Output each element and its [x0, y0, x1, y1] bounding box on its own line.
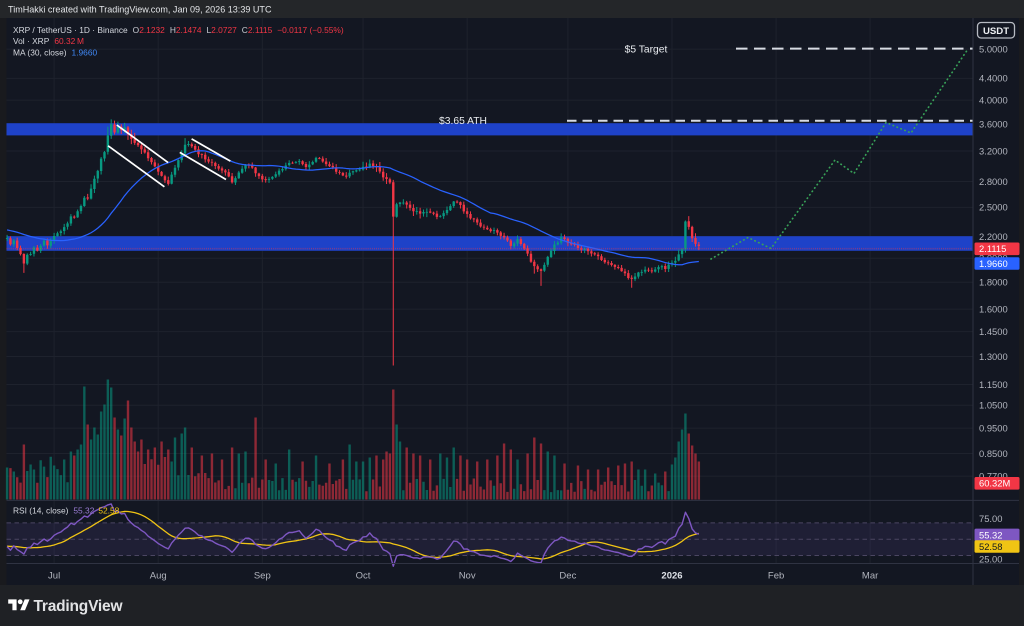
svg-text:3.2000: 3.2000: [979, 145, 1008, 156]
svg-text:5.0000: 5.0000: [979, 43, 1008, 54]
svg-text:Sep: Sep: [254, 571, 271, 582]
svg-text:4.0000: 4.0000: [979, 94, 1008, 105]
svg-text:0.8500: 0.8500: [979, 448, 1008, 459]
svg-text:$5 Target: $5 Target: [625, 45, 668, 56]
svg-text:2026: 2026: [661, 571, 682, 582]
svg-text:1.3000: 1.3000: [979, 351, 1008, 362]
svg-text:1.1500: 1.1500: [979, 379, 1008, 390]
svg-text:3.6000: 3.6000: [979, 118, 1008, 129]
svg-text:1.0500: 1.0500: [979, 400, 1008, 411]
svg-text:TradingView: TradingView: [34, 598, 124, 615]
svg-text:Jul: Jul: [48, 571, 60, 582]
svg-text:Dec: Dec: [559, 571, 576, 582]
svg-text:1.8000: 1.8000: [979, 277, 1008, 288]
svg-text:TimHakki created with TradingV: TimHakki created with TradingView.com, J…: [8, 5, 272, 15]
svg-text:52.58: 52.58: [979, 541, 1002, 552]
svg-text:25.00: 25.00: [979, 554, 1002, 565]
svg-text:Nov: Nov: [459, 571, 476, 582]
svg-text:1.9660: 1.9660: [979, 258, 1008, 269]
svg-text:2.5000: 2.5000: [979, 202, 1008, 213]
svg-text:Feb: Feb: [768, 571, 784, 582]
svg-text:2.8000: 2.8000: [979, 176, 1008, 187]
svg-text:1.6000: 1.6000: [979, 303, 1008, 314]
svg-text:Aug: Aug: [150, 571, 167, 582]
svg-text:60.32M: 60.32M: [979, 478, 1010, 489]
svg-text:2.1115: 2.1115: [979, 243, 1006, 254]
svg-text:Mar: Mar: [862, 571, 878, 582]
svg-text:$3.65 ATH: $3.65 ATH: [439, 116, 487, 127]
svg-text:4.4000: 4.4000: [979, 73, 1008, 84]
svg-text:USDT: USDT: [983, 26, 1009, 37]
svg-text:55.32: 55.32: [979, 529, 1002, 540]
svg-text:2.2000: 2.2000: [979, 231, 1008, 242]
svg-text:0.9500: 0.9500: [979, 422, 1008, 433]
svg-text:0.7700: 0.7700: [979, 470, 1008, 481]
svg-text:MA (30, close)1.9660: MA (30, close) 1.9660: [13, 47, 97, 57]
svg-text:75.00: 75.00: [979, 513, 1002, 524]
svg-text:Oct: Oct: [356, 571, 371, 582]
svg-text:1.4500: 1.4500: [979, 326, 1008, 337]
